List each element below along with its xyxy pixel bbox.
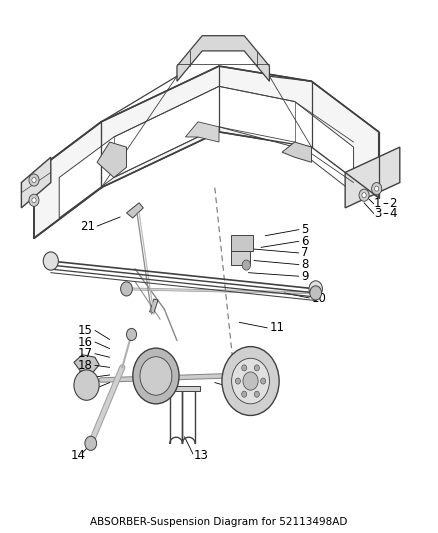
Polygon shape xyxy=(21,157,51,208)
Circle shape xyxy=(127,328,137,341)
Polygon shape xyxy=(34,66,379,238)
Text: 13: 13 xyxy=(194,449,208,463)
Circle shape xyxy=(133,348,179,404)
Circle shape xyxy=(362,193,366,198)
Circle shape xyxy=(140,357,172,395)
Text: 2: 2 xyxy=(389,197,397,211)
Polygon shape xyxy=(127,203,143,218)
Polygon shape xyxy=(97,142,127,177)
Text: 8: 8 xyxy=(301,258,308,271)
Circle shape xyxy=(309,281,322,297)
Text: –: – xyxy=(382,207,388,220)
Text: 16: 16 xyxy=(78,336,93,349)
Circle shape xyxy=(235,378,240,384)
Circle shape xyxy=(242,391,247,397)
Text: 12: 12 xyxy=(243,368,258,382)
Circle shape xyxy=(254,391,259,397)
Text: –: – xyxy=(382,197,388,211)
Circle shape xyxy=(32,198,36,203)
Circle shape xyxy=(120,282,132,296)
Circle shape xyxy=(242,260,251,270)
Text: 19: 19 xyxy=(78,370,93,383)
Circle shape xyxy=(29,174,39,186)
Circle shape xyxy=(371,182,382,195)
Text: ABSORBER-Suspension Diagram for 52113498AD: ABSORBER-Suspension Diagram for 52113498… xyxy=(90,516,348,527)
Polygon shape xyxy=(166,386,200,391)
Text: 6: 6 xyxy=(301,235,308,248)
Text: 14: 14 xyxy=(71,449,86,463)
Polygon shape xyxy=(59,86,353,218)
Polygon shape xyxy=(150,299,158,313)
Circle shape xyxy=(85,436,97,450)
Polygon shape xyxy=(177,36,269,82)
Text: 5: 5 xyxy=(301,223,308,236)
Text: 7: 7 xyxy=(301,246,308,260)
Circle shape xyxy=(243,372,258,390)
Circle shape xyxy=(43,252,58,270)
Polygon shape xyxy=(185,122,219,142)
FancyBboxPatch shape xyxy=(231,252,250,264)
Text: 10: 10 xyxy=(311,292,326,304)
Text: 21: 21 xyxy=(80,220,95,232)
Text: 11: 11 xyxy=(269,321,284,334)
Circle shape xyxy=(261,378,266,384)
Circle shape xyxy=(232,358,269,404)
Circle shape xyxy=(254,365,259,371)
Circle shape xyxy=(29,194,39,206)
Circle shape xyxy=(359,189,369,201)
Polygon shape xyxy=(282,142,311,163)
Polygon shape xyxy=(74,355,99,373)
Text: 9: 9 xyxy=(301,270,308,282)
Circle shape xyxy=(32,177,36,182)
FancyBboxPatch shape xyxy=(231,235,253,252)
Text: 15: 15 xyxy=(78,324,93,337)
Text: 3: 3 xyxy=(374,207,381,220)
Text: 18: 18 xyxy=(78,359,93,372)
Text: 17: 17 xyxy=(78,347,93,360)
Text: 4: 4 xyxy=(389,207,397,220)
Polygon shape xyxy=(345,147,400,208)
Circle shape xyxy=(74,370,99,400)
Circle shape xyxy=(310,286,321,300)
Circle shape xyxy=(222,346,279,416)
Text: 5: 5 xyxy=(227,379,235,393)
Text: 20: 20 xyxy=(78,382,93,395)
Text: 1: 1 xyxy=(374,197,381,211)
Circle shape xyxy=(374,186,379,191)
Circle shape xyxy=(242,365,247,371)
